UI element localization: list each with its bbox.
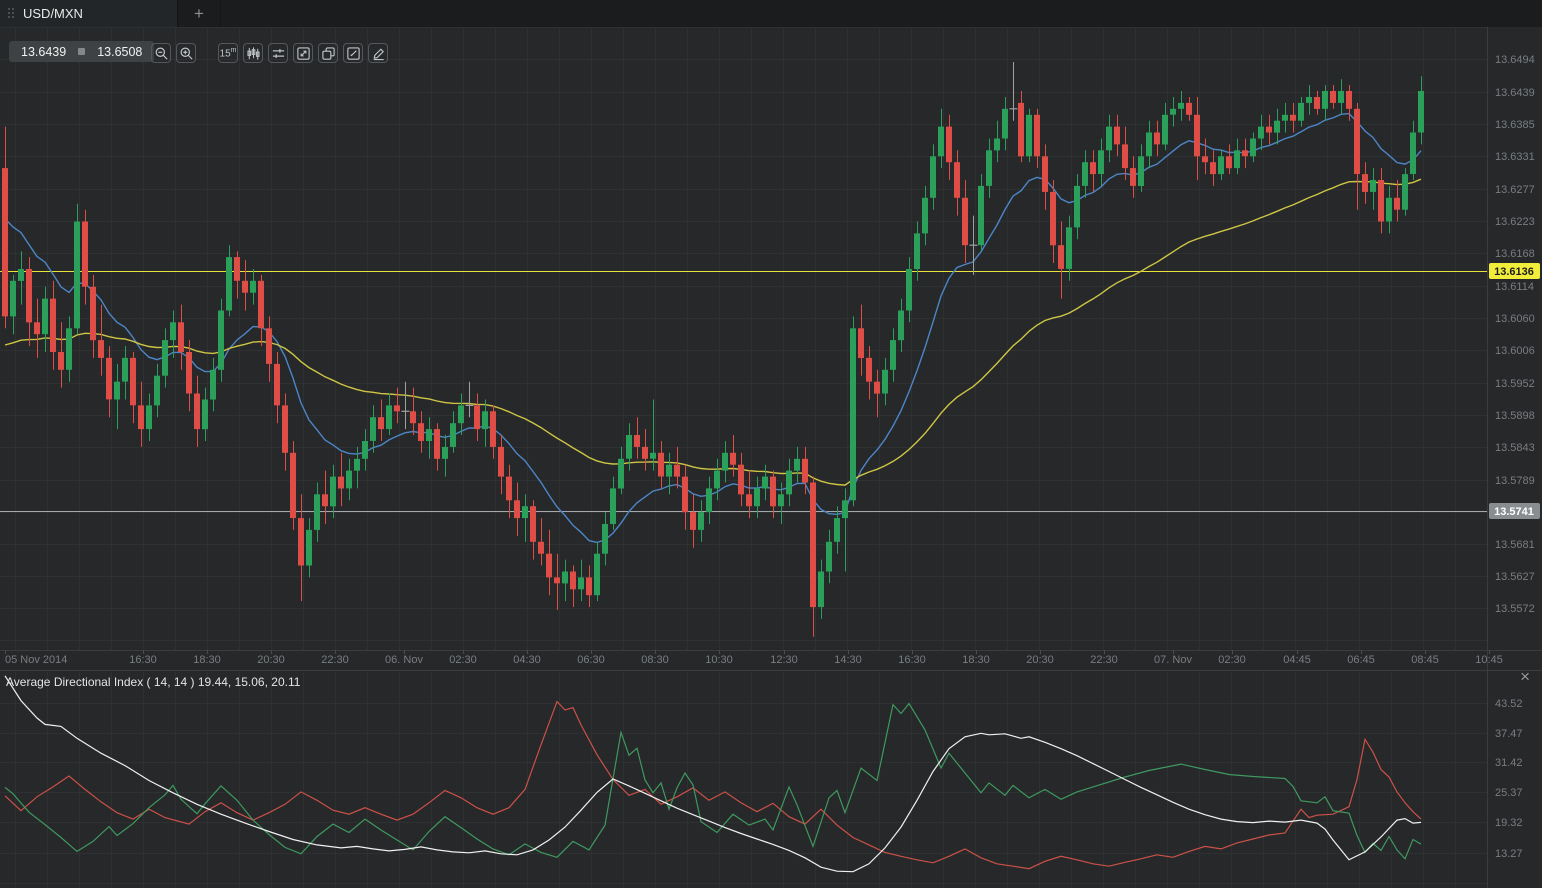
svg-text:13.5843: 13.5843 [1495,442,1535,454]
svg-text:13.6439: 13.6439 [1495,87,1535,99]
time-axis-labels: 05 Nov 2014 16:30 18:30 20:30 22:30 06. Nov 02… [5,650,1503,666]
candlestick-series [2,62,1424,637]
ma-fast-line [4,112,1422,544]
svg-text:22:30: 22:30 [1090,654,1118,666]
draw-marker-icon [373,47,384,60]
svg-text:14:30: 14:30 [834,654,862,666]
chart-type-candles-button[interactable] [243,43,263,63]
timeframe-button[interactable]: 15m [218,43,238,63]
svg-text:16:30: 16:30 [129,654,157,666]
svg-text:13.27: 13.27 [1495,848,1523,860]
svg-text:13.5741: 13.5741 [1494,506,1534,518]
chart-type-candles-icon [246,46,260,60]
svg-text:10:30: 10:30 [705,654,733,666]
zoom-out-button[interactable] [151,43,171,63]
edit-chart-icon [346,46,360,60]
svg-text:13.6006: 13.6006 [1495,345,1535,357]
svg-text:20:30: 20:30 [257,654,285,666]
time-axis[interactable] [0,650,1487,670]
svg-text:02:30: 02:30 [449,654,477,666]
svg-text:07. Nov: 07. Nov [1154,654,1192,666]
svg-text:06:30: 06:30 [577,654,605,666]
svg-text:13.6223: 13.6223 [1495,216,1535,228]
svg-text:13.6494: 13.6494 [1495,54,1535,66]
svg-text:13.6277: 13.6277 [1495,184,1535,196]
svg-text:18:30: 18:30 [193,654,221,666]
svg-text:31.42: 31.42 [1495,757,1523,769]
quote-buttons: 13.6439 13.6508 [9,41,155,62]
svg-text:13.5898: 13.5898 [1495,410,1535,422]
sell-price-button[interactable]: 13.6439 [21,44,67,59]
zoom-out-icon [155,47,168,60]
svg-text:13.5572: 13.5572 [1495,603,1535,615]
timeframe-icon: 15m [219,46,237,60]
svg-text:13.6060: 13.6060 [1495,313,1535,325]
tab-drag-handle-icon[interactable] [8,8,15,19]
chart-canvas[interactable]: 13.6494 13.6439 13.6385 13.6331 13.6277 13.62… [0,27,1542,888]
indicator-axis-labels: 43.52 37.47 31.42 25.37 19.32 13.27 [1495,698,1523,860]
svg-text:18:30: 18:30 [962,654,990,666]
svg-text:04:30: 04:30 [513,654,541,666]
main-plot-area[interactable] [0,27,1487,650]
adx-line [4,675,1422,873]
svg-text:13.5681: 13.5681 [1495,539,1535,551]
indicators-icon [272,48,284,58]
price-axis[interactable] [1487,27,1542,888]
spread-indicator-icon [78,48,86,55]
price-marker-yellow: 13.6136 [1489,263,1540,279]
zoom-in-icon [180,47,193,60]
minus-di-line [4,700,1422,870]
svg-text:10:45: 10:45 [1475,654,1503,666]
draw-marker-button[interactable] [368,43,388,63]
svg-text:08:45: 08:45 [1411,654,1439,666]
svg-text:12:30: 12:30 [770,654,798,666]
svg-text:13.6331: 13.6331 [1495,151,1535,163]
svg-text:02:30: 02:30 [1218,654,1246,666]
svg-text:43.52: 43.52 [1495,698,1523,710]
buy-price-button[interactable]: 13.6508 [97,44,143,59]
svg-text:06:45: 06:45 [1347,654,1375,666]
chart-resize-button[interactable] [293,43,313,63]
svg-text:13.6385: 13.6385 [1495,119,1535,131]
svg-text:22:30: 22:30 [321,654,349,666]
svg-text:16:30: 16:30 [898,654,926,666]
svg-text:13.5789: 13.5789 [1495,475,1535,487]
indicators-button[interactable] [268,43,288,63]
plusminus-di-line [4,702,1422,860]
price-axis-labels: 13.6494 13.6439 13.6385 13.6331 13.6277 13.62… [1495,54,1535,615]
price-marker-gray: 13.5741 [1489,503,1540,519]
svg-text:13.6114: 13.6114 [1495,281,1534,293]
chart-tab-bar: USD/MXN + [0,0,1542,28]
duplicate-chart-button[interactable] [318,43,338,63]
chart-grid [0,27,1488,888]
svg-text:04:45: 04:45 [1283,654,1311,666]
ma-slow-line [4,178,1422,486]
svg-text:25.37: 25.37 [1495,787,1523,799]
svg-text:13.5627: 13.5627 [1495,571,1535,583]
svg-text:37.47: 37.47 [1495,728,1523,740]
svg-text:05 Nov 2014: 05 Nov 2014 [5,654,67,666]
indicator-plot-area[interactable] [0,672,1487,888]
svg-text:13.6136: 13.6136 [1494,266,1534,278]
indicator-title[interactable]: Average Directional Index ( 14, 14 ) 19.… [6,675,301,689]
svg-text:06. Nov: 06. Nov [385,654,423,666]
tab-title: USD/MXN [23,6,83,21]
new-chart-tab-button[interactable]: + [178,0,221,27]
zoom-in-button[interactable] [176,43,196,63]
svg-text:20:30: 20:30 [1026,654,1054,666]
svg-text:13.6168: 13.6168 [1495,248,1535,260]
svg-text:08:30: 08:30 [641,654,669,666]
indicator-close-button[interactable]: × [1520,667,1530,686]
tab-usdmxn[interactable]: USD/MXN [0,0,178,27]
svg-text:19.32: 19.32 [1495,817,1523,829]
svg-text:13.5952: 13.5952 [1495,378,1535,390]
chart-resize-icon [296,46,310,60]
chart-toolbar: 15m [151,43,388,63]
duplicate-chart-icon [321,46,335,60]
edit-chart-button[interactable] [343,43,363,63]
